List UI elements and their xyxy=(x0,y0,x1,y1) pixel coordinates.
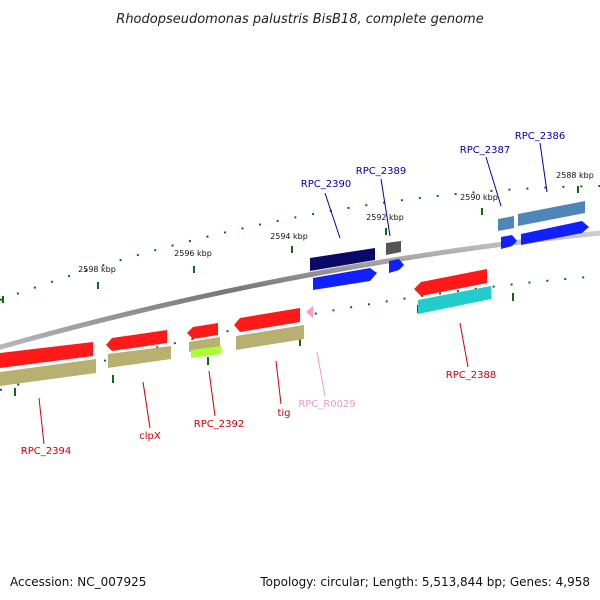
gene-feature-rpc-2394[interactable] xyxy=(0,359,96,386)
gene-label-rpc-2387[interactable]: RPC_2387 xyxy=(460,145,510,156)
gene-label-rpc-2388[interactable]: RPC_2388 xyxy=(446,370,496,381)
gene-feature-rpc-2387[interactable] xyxy=(498,216,514,231)
gene-label-rpc-2392[interactable]: RPC_2392 xyxy=(194,419,244,430)
gene-label-tig[interactable]: tig xyxy=(277,408,290,419)
reverse-strand-features xyxy=(0,269,491,386)
accession-text: Accession: NC_007925 xyxy=(10,575,146,589)
gene-label-rpc-r0029[interactable]: RPC_R0029 xyxy=(298,399,355,410)
scale-label-2592: 2592 kbp xyxy=(366,213,404,222)
scale-label-2590: 2590 kbp xyxy=(460,193,498,202)
gene-label-clpx[interactable]: clpX xyxy=(139,431,161,442)
gene-feature-rpc-2389[interactable] xyxy=(386,241,401,255)
gene-feature-clpx[interactable] xyxy=(108,346,171,368)
gene-arrow-rpc-2390[interactable] xyxy=(313,268,377,290)
map-title: Rhodopseudomonas palustris BisB18, compl… xyxy=(116,12,483,27)
topology-text: Topology: circular; Length: 5,513,844 bp… xyxy=(259,575,590,589)
gene-feature-rpc-2390[interactable] xyxy=(310,248,375,271)
scale-label-2594: 2594 kbp xyxy=(270,232,308,241)
gene-arrow-rpc-2394[interactable] xyxy=(0,342,93,368)
rna-feature-rpc-r0029[interactable] xyxy=(306,306,313,318)
scale-label-2596: 2596 kbp xyxy=(174,249,212,258)
label-leader-lines xyxy=(38,142,548,445)
gene-feature-rpc-2386[interactable] xyxy=(518,201,585,226)
gene-arrow-rpc-2392[interactable] xyxy=(187,323,218,339)
gene-label-rpc-2390[interactable]: RPC_2390 xyxy=(301,179,351,190)
scale-label-2598: 2598 kbp xyxy=(78,265,116,274)
gene-label-rpc-2394[interactable]: RPC_2394 xyxy=(21,446,71,457)
gene-arrow-rpc-2387[interactable] xyxy=(501,235,517,249)
gene-feature-rpc-2388[interactable] xyxy=(418,286,491,314)
gene-label-rpc-2389[interactable]: RPC_2389 xyxy=(356,166,406,177)
gene-arrow-clpx[interactable] xyxy=(106,330,167,351)
forward-strand-features xyxy=(310,201,589,290)
scale-label-2588: 2588 kbp xyxy=(556,171,594,180)
gene-arrow-rpc-2389[interactable] xyxy=(389,259,404,273)
gene-feature-rpc-2392-lime[interactable] xyxy=(191,346,221,358)
gene-arrow-rpc-2386[interactable] xyxy=(521,221,589,245)
gene-arrow-tig[interactable] xyxy=(234,308,300,332)
gene-feature-tig[interactable] xyxy=(236,325,304,350)
gene-arrow-rpc-2388[interactable] xyxy=(414,269,487,296)
gene-label-rpc-2386[interactable]: RPC_2386 xyxy=(515,131,565,142)
